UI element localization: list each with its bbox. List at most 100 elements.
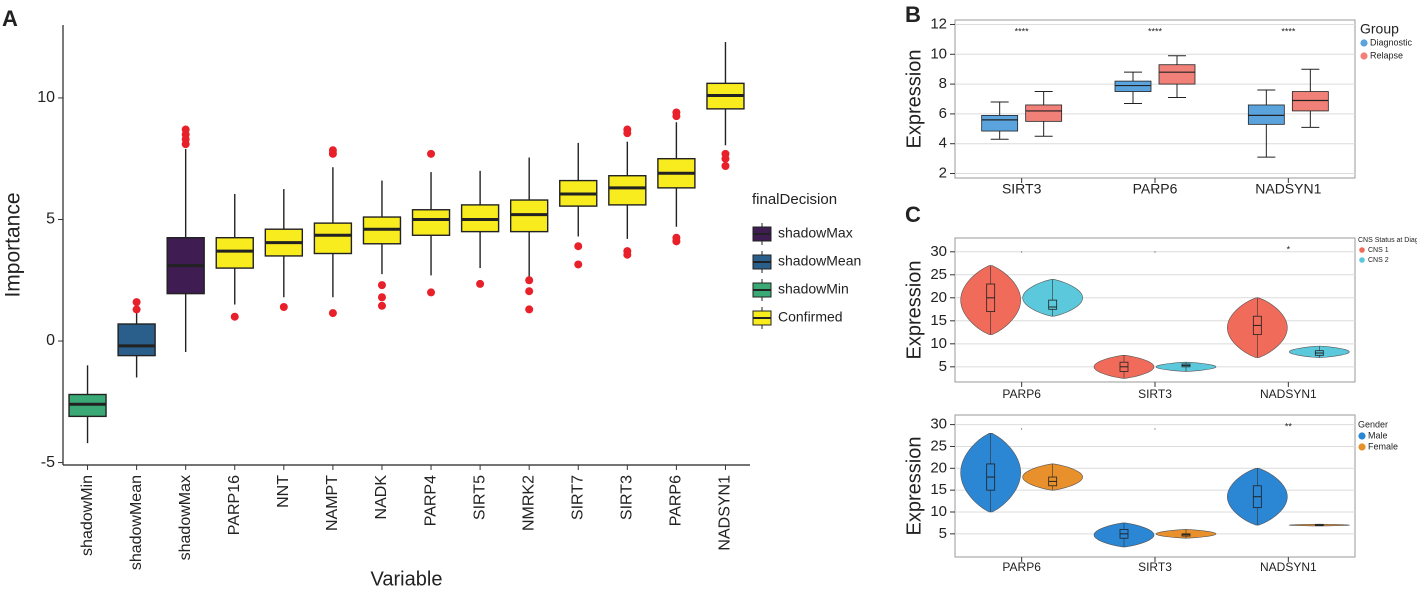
x-tick-label: PARP6 <box>1002 560 1041 574</box>
y-tick-label: 25 <box>930 437 947 454</box>
legend-title: finalDecision <box>752 191 837 208</box>
box <box>981 114 1019 132</box>
legend-key <box>1360 39 1368 47</box>
box <box>117 323 156 357</box>
outlier <box>427 288 436 297</box>
y-tick-label: 10 <box>930 45 947 62</box>
legend-title: Gender <box>1358 419 1388 429</box>
legend-label: Male <box>1368 430 1388 440</box>
outlier <box>132 305 141 314</box>
y-tick-label: 15 <box>930 481 947 498</box>
outlier <box>132 298 141 307</box>
panel-letter: C <box>905 202 921 227</box>
x-axis-label: Variable <box>371 568 443 590</box>
legend-title: CNS Status at Diagnosis <box>1358 237 1417 244</box>
outlier <box>672 237 681 246</box>
y-axis-label: Expression <box>903 437 925 536</box>
significance: **** <box>1015 26 1030 36</box>
x-tick-label: NADSYN1 <box>1255 181 1321 197</box>
x-tick-label: PARP6 <box>1133 181 1178 197</box>
y-tick-label: 15 <box>930 312 947 329</box>
x-tick-label: SIRT3 <box>1002 181 1042 197</box>
outlier <box>574 260 583 269</box>
y-tick-label: 20 <box>930 289 947 306</box>
significance: **** <box>1148 26 1163 36</box>
y-tick-label: 10 <box>930 335 947 352</box>
legend-label: shadowMin <box>778 281 849 297</box>
x-tick-label: shadowMax <box>177 475 194 560</box>
outlier <box>623 129 632 138</box>
significance: . <box>1154 421 1157 431</box>
outlier <box>377 293 386 302</box>
box <box>215 237 254 269</box>
box <box>411 209 451 236</box>
outlier <box>623 250 632 259</box>
outlier <box>230 312 239 321</box>
x-tick-label: NNT <box>275 475 292 508</box>
y-tick-label: 12 <box>930 15 947 32</box>
y-tick-label: 30 <box>930 416 947 433</box>
panel-letter: A <box>2 6 18 31</box>
y-tick-label: 5 <box>46 211 55 228</box>
outlier <box>279 302 288 311</box>
box <box>1025 104 1063 122</box>
legend-label: Relapse <box>1370 50 1403 60</box>
outlier <box>328 146 337 155</box>
legend-label: Diagnostic <box>1370 37 1413 47</box>
legend-label: CNS 2 <box>1368 257 1389 264</box>
legend-key <box>1359 257 1365 263</box>
y-tick-label: 4 <box>939 135 947 152</box>
box <box>313 222 353 255</box>
x-tick-label: SIRT7 <box>569 475 586 520</box>
y-tick-label: 25 <box>930 266 947 283</box>
x-tick-label: SIRT3 <box>619 475 636 520</box>
x-tick-label: NADSYN1 <box>717 475 734 551</box>
significance: . <box>1020 421 1023 431</box>
inner-box <box>1048 299 1058 310</box>
plot-frame <box>954 237 1356 383</box>
legend-key <box>1360 52 1368 60</box>
y-tick-label: 20 <box>930 459 947 476</box>
box <box>608 175 647 206</box>
box <box>1247 104 1285 125</box>
plot-frame <box>954 414 1356 558</box>
x-tick-label: SIRT3 <box>1138 387 1172 401</box>
outlier <box>476 279 485 288</box>
outlier <box>721 154 730 163</box>
x-tick-label: shadowMean <box>128 475 145 570</box>
significance: **** <box>1281 26 1296 36</box>
x-tick-label: PARP16 <box>226 475 243 535</box>
y-tick-label: 0 <box>46 332 55 349</box>
y-tick-label: 10 <box>930 503 947 520</box>
x-tick-label: PARP4 <box>422 475 439 526</box>
x-tick-label: NADSYN1 <box>1260 387 1317 401</box>
y-tick-label: 8 <box>939 75 947 92</box>
outlier <box>328 309 337 318</box>
x-tick-label: NADSYN1 <box>1260 560 1317 574</box>
y-tick-label: 6 <box>939 105 947 122</box>
legend-label: CNS 1 <box>1368 247 1389 254</box>
y-axis-label: Expression <box>903 261 925 360</box>
outlier <box>672 112 681 121</box>
legend-key <box>1359 247 1365 253</box>
legend-label: Confirmed <box>778 309 843 325</box>
x-tick-label: NMRK2 <box>520 475 537 531</box>
y-axis-label: Importance <box>2 192 25 297</box>
legend-label: shadowMean <box>778 253 861 269</box>
legend-label: shadowMax <box>778 225 853 241</box>
outlier <box>377 281 386 290</box>
x-tick-label: shadowMin <box>79 475 96 556</box>
y-tick-label: 30 <box>930 243 947 260</box>
box <box>1114 80 1152 92</box>
panel-letter: B <box>905 2 921 27</box>
outlier <box>181 125 190 134</box>
outlier <box>427 149 436 158</box>
legend-key <box>1358 432 1366 440</box>
x-tick-label: PARP6 <box>1002 387 1041 401</box>
y-tick-label: 2 <box>939 164 947 181</box>
x-tick-label: SIRT3 <box>1138 560 1172 574</box>
outlier <box>574 242 583 251</box>
plot-frame <box>954 19 1356 179</box>
outlier <box>525 276 534 285</box>
